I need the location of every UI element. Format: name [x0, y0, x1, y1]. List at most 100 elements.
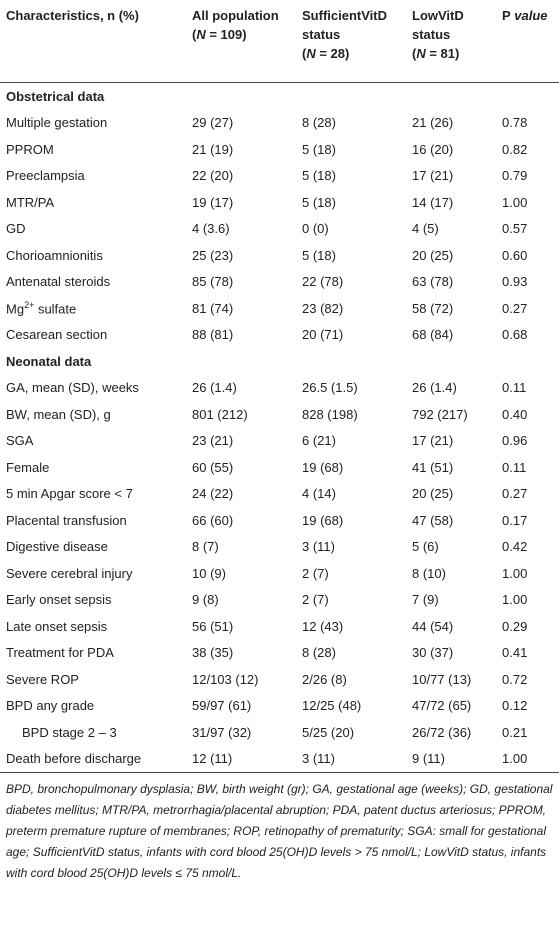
- data-row: SGA 23 (21) 6 (21) 17 (21) 0.96: [0, 428, 559, 455]
- header-title: P value: [502, 6, 555, 25]
- cell: 5 (18): [298, 136, 408, 163]
- cell: 23 (82): [298, 295, 408, 322]
- cell-text: 26.5 (1.5): [302, 380, 358, 396]
- text-part: P: [502, 8, 511, 23]
- cell-text: GD: [6, 221, 26, 237]
- cell: 22 (20): [188, 163, 298, 190]
- cell-text: 0.11: [502, 380, 527, 396]
- cell: Late onset sepsis: [0, 613, 188, 640]
- cell: Preeclampsia: [0, 163, 188, 190]
- cell: 0.82: [498, 136, 559, 163]
- data-row: PPROM 21 (19) 5 (18) 16 (20) 0.82: [0, 136, 559, 163]
- cell-text: Death before discharge: [6, 751, 142, 767]
- cell-text: 828 (198): [302, 406, 358, 422]
- cell-text: 0.78: [502, 115, 528, 131]
- data-row: Early onset sepsis 9 (8) 2 (7) 7 (9) 1.00: [0, 587, 559, 614]
- data-row: Mg2+ sulfate 81 (74) 23 (82) 58 (72) 0.27: [0, 295, 559, 322]
- cell: 0.21: [498, 719, 559, 746]
- header-cell: LowVitD status (N = 81): [408, 0, 498, 83]
- cell: 828 (198): [298, 401, 408, 428]
- cell: 8 (28): [298, 110, 408, 137]
- cell: 59/97 (61): [188, 693, 298, 720]
- cell: 19 (68): [298, 507, 408, 534]
- cell-text: 21 (19): [192, 141, 234, 157]
- cell-text: 47 (58): [412, 512, 454, 528]
- data-row: BW, mean (SD), g 801 (212) 828 (198) 792 (2…: [0, 401, 559, 428]
- text-part: sulfate: [34, 301, 77, 317]
- cell: 8 (7): [188, 534, 298, 561]
- cell: 63 (78): [408, 269, 498, 296]
- cell-text: 56 (51): [192, 618, 234, 634]
- text-part: N: [306, 46, 316, 61]
- cell-text: SGA: [6, 433, 34, 449]
- cell-text: 12/103 (12): [192, 671, 259, 687]
- header-cell: All population (N = 109): [188, 0, 298, 83]
- cell: 8 (10): [408, 560, 498, 587]
- data-row: BPD any grade 59/97 (61) 12/25 (48) 47/72 (…: [0, 693, 559, 720]
- cell: 66 (60): [188, 507, 298, 534]
- cell-text: 10/77 (13): [412, 671, 472, 687]
- cell: BPD stage 2 – 3: [0, 719, 188, 746]
- cell: 1.00: [498, 189, 559, 216]
- data-row: Late onset sepsis 56 (51) 12 (43) 44 (54) 0.…: [0, 613, 559, 640]
- cell: 85 (78): [188, 269, 298, 296]
- cell-text: 21 (26): [412, 115, 454, 131]
- cell-text: 23 (82): [302, 300, 344, 316]
- table-body: Obstetrical data Multiple gestation 29 (27…: [0, 83, 559, 773]
- cell: 12/103 (12): [188, 666, 298, 693]
- cell: 0 (0): [298, 216, 408, 243]
- data-row: Antenatal steroids 85 (78) 22 (78) 63 (78) 0…: [0, 269, 559, 296]
- cell-text: 0.27: [502, 300, 528, 316]
- cell: 8 (28): [298, 640, 408, 667]
- cell: 16 (20): [408, 136, 498, 163]
- cell-text: 26/72 (36): [412, 724, 472, 740]
- text-part: = 28): [315, 46, 350, 61]
- data-row: Treatment for PDA 38 (35) 8 (28) 30 (37) 0.4…: [0, 640, 559, 667]
- cell-text: 0.93: [502, 274, 528, 290]
- cell: 0.41: [498, 640, 559, 667]
- cell: 5 min Apgar score < 7: [0, 481, 188, 508]
- cell: 19 (68): [298, 454, 408, 481]
- cell-text: 0.42: [502, 539, 528, 555]
- cell-text: 5 (18): [302, 141, 336, 157]
- cell-text: 2/26 (8): [302, 671, 347, 687]
- cell-text: 4 (3.6): [192, 221, 230, 237]
- cell-text: 19 (17): [192, 194, 234, 210]
- data-row: Preeclampsia 22 (20) 5 (18) 17 (21) 0.79: [0, 163, 559, 190]
- cell-text: 12 (11): [192, 751, 233, 767]
- cell-text: 66 (60): [192, 512, 234, 528]
- cell-text: 19 (68): [302, 512, 344, 528]
- cell: Severe cerebral injury: [0, 560, 188, 587]
- cell: 29 (27): [188, 110, 298, 137]
- header-cell: P value: [498, 0, 559, 83]
- cell: Early onset sepsis: [0, 587, 188, 614]
- cell: 21 (26): [408, 110, 498, 137]
- text-part: Mg: [6, 301, 25, 317]
- cell: 0.96: [498, 428, 559, 455]
- header-title: SufficientVitD status: [302, 8, 387, 42]
- cell-text: 59/97 (61): [192, 698, 252, 714]
- data-row: Cesarean section 88 (81) 20 (71) 68 (84) 0.6…: [0, 322, 559, 349]
- cell-text: 30 (37): [412, 645, 454, 661]
- cell-text: 5 (18): [302, 247, 336, 263]
- header-cell: Characteristics, n (%): [0, 0, 188, 83]
- cell-text: 1.00: [502, 565, 528, 581]
- cell: 0.29: [498, 613, 559, 640]
- cell-text: 26 (1.4): [192, 380, 237, 396]
- data-row: Severe cerebral injury 10 (9) 2 (7) 8 (10) 1…: [0, 560, 559, 587]
- section-title: Obstetrical data: [6, 88, 105, 104]
- cell: 0.68: [498, 322, 559, 349]
- cell: BPD any grade: [0, 693, 188, 720]
- cell-text: 0.68: [502, 327, 528, 343]
- cell: 23 (21): [188, 428, 298, 455]
- footnote: BPD, bronchopulmonary dysplasia; BW, bir…: [6, 782, 553, 880]
- data-row: BPD stage 2 – 3 31/97 (32) 5/25 (20) 26/72 …: [0, 719, 559, 746]
- cell: 5/25 (20): [298, 719, 408, 746]
- cell: 1.00: [498, 745, 559, 773]
- text-part: (: [302, 46, 307, 61]
- cell: Antenatal steroids: [0, 269, 188, 296]
- cell-text: 29 (27): [192, 115, 234, 131]
- cell-text: 4 (14): [302, 486, 336, 502]
- cell: 0.78: [498, 110, 559, 137]
- cell: 5 (18): [298, 163, 408, 190]
